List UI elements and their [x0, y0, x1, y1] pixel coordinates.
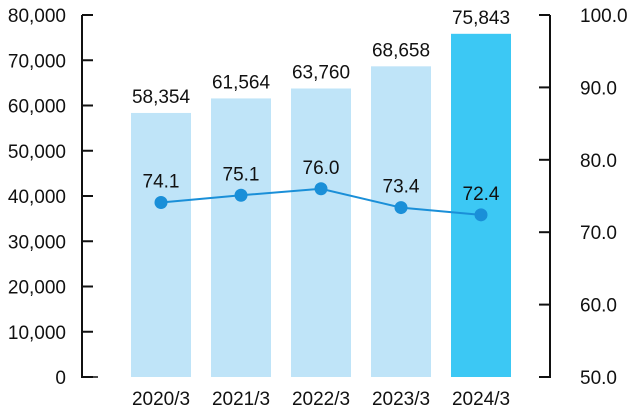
right-tick-label: 50.0 — [580, 368, 617, 389]
bar-value-label: 61,564 — [212, 72, 271, 93]
x-tick-label: 2020/3 — [132, 389, 190, 410]
line-point — [474, 208, 488, 222]
bar-2020-3 — [131, 112, 191, 377]
right-tick-label: 100.0 — [580, 6, 628, 27]
left-tick-label: 70,000 — [8, 51, 66, 72]
left-tick-label: 40,000 — [8, 187, 66, 208]
line-series — [154, 182, 488, 222]
left-tick-label: 50,000 — [8, 142, 66, 163]
left-tick-label: 0 — [55, 368, 66, 389]
line-point — [154, 196, 168, 210]
right-tick-label: 70.0 — [580, 223, 617, 244]
axes — [81, 14, 551, 378]
x-tick-label: 2023/3 — [372, 389, 430, 410]
line-value-label: 74.1 — [143, 172, 180, 193]
x-tick-label: 2021/3 — [212, 389, 270, 410]
line-point — [394, 201, 408, 215]
left-tick-label: 20,000 — [8, 278, 66, 299]
line-value-label: 73.4 — [383, 177, 420, 198]
bar-2022-3 — [291, 88, 351, 378]
x-tick-label: 2024/3 — [452, 389, 510, 410]
bar-value-label: 58,354 — [132, 87, 191, 108]
line-point — [314, 182, 328, 196]
bar-value-label: 75,843 — [452, 8, 510, 29]
line-value-label: 75.1 — [223, 164, 260, 185]
bar-series — [131, 33, 511, 378]
x-tick-label: 2022/3 — [292, 389, 350, 410]
bar-2024-3 — [451, 33, 511, 377]
bar-value-label: 68,658 — [372, 40, 430, 61]
line-value-label: 76.0 — [303, 158, 340, 179]
line-value-label: 72.4 — [463, 184, 500, 205]
right-tick-label: 80.0 — [580, 151, 617, 172]
left-tick-label: 10,000 — [8, 323, 66, 344]
right-tick-label: 60.0 — [580, 296, 617, 317]
right-tick-label: 90.0 — [580, 78, 617, 99]
labels: 58,354 61,564 63,760 68,658 75,843 74.1 75.1 76… — [8, 6, 628, 410]
left-tick-label: 30,000 — [8, 232, 66, 253]
line-point — [234, 188, 248, 202]
bar-2023-3 — [371, 66, 431, 378]
bar-value-label: 63,760 — [292, 62, 350, 83]
left-tick-label: 60,000 — [8, 97, 66, 118]
bar-2021-3 — [211, 98, 271, 377]
left-tick-label: 80,000 — [8, 6, 66, 27]
